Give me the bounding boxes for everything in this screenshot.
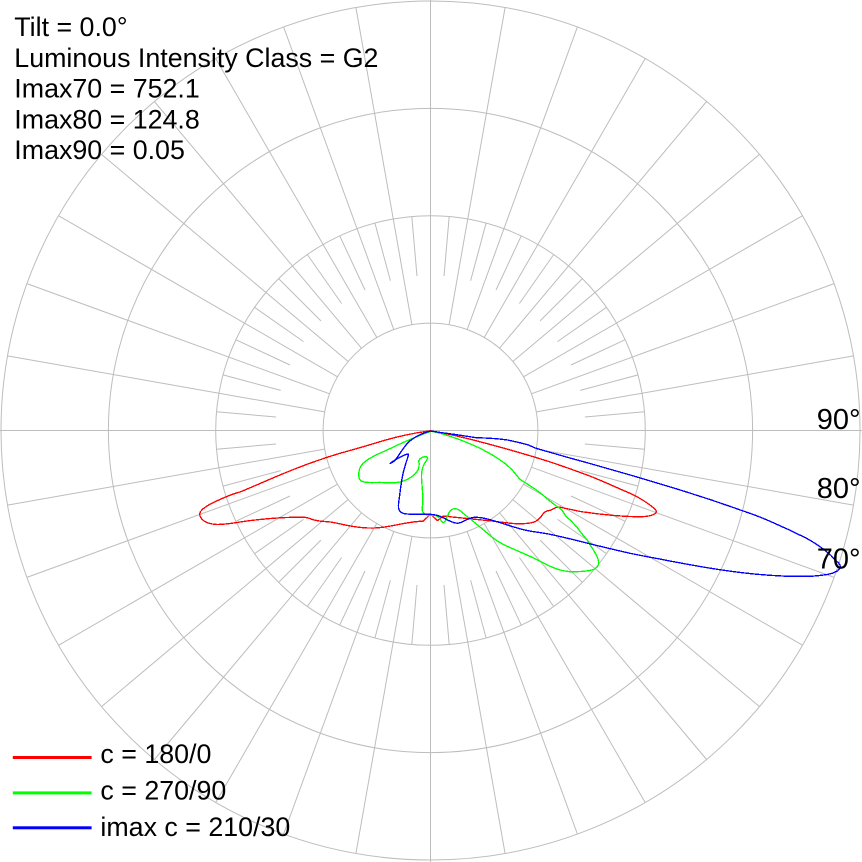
svg-text:80°: 80° xyxy=(817,473,861,505)
svg-text:Luminous Intensity Class = G2: Luminous Intensity Class = G2 xyxy=(14,43,378,73)
svg-text:90°: 90° xyxy=(817,404,861,436)
svg-text:Imax80 = 124.8: Imax80 = 124.8 xyxy=(14,104,199,134)
svg-text:imax c = 210/30: imax c = 210/30 xyxy=(100,812,290,842)
svg-text:c = 270/90: c = 270/90 xyxy=(100,776,226,806)
svg-text:Tilt = 0.0°: Tilt = 0.0° xyxy=(14,12,127,42)
svg-text:Imax70 = 752.1: Imax70 = 752.1 xyxy=(14,74,199,104)
svg-text:70°: 70° xyxy=(817,544,861,576)
svg-text:c = 180/0: c = 180/0 xyxy=(100,739,211,769)
svg-text:Imax90 = 0.05: Imax90 = 0.05 xyxy=(14,135,185,165)
